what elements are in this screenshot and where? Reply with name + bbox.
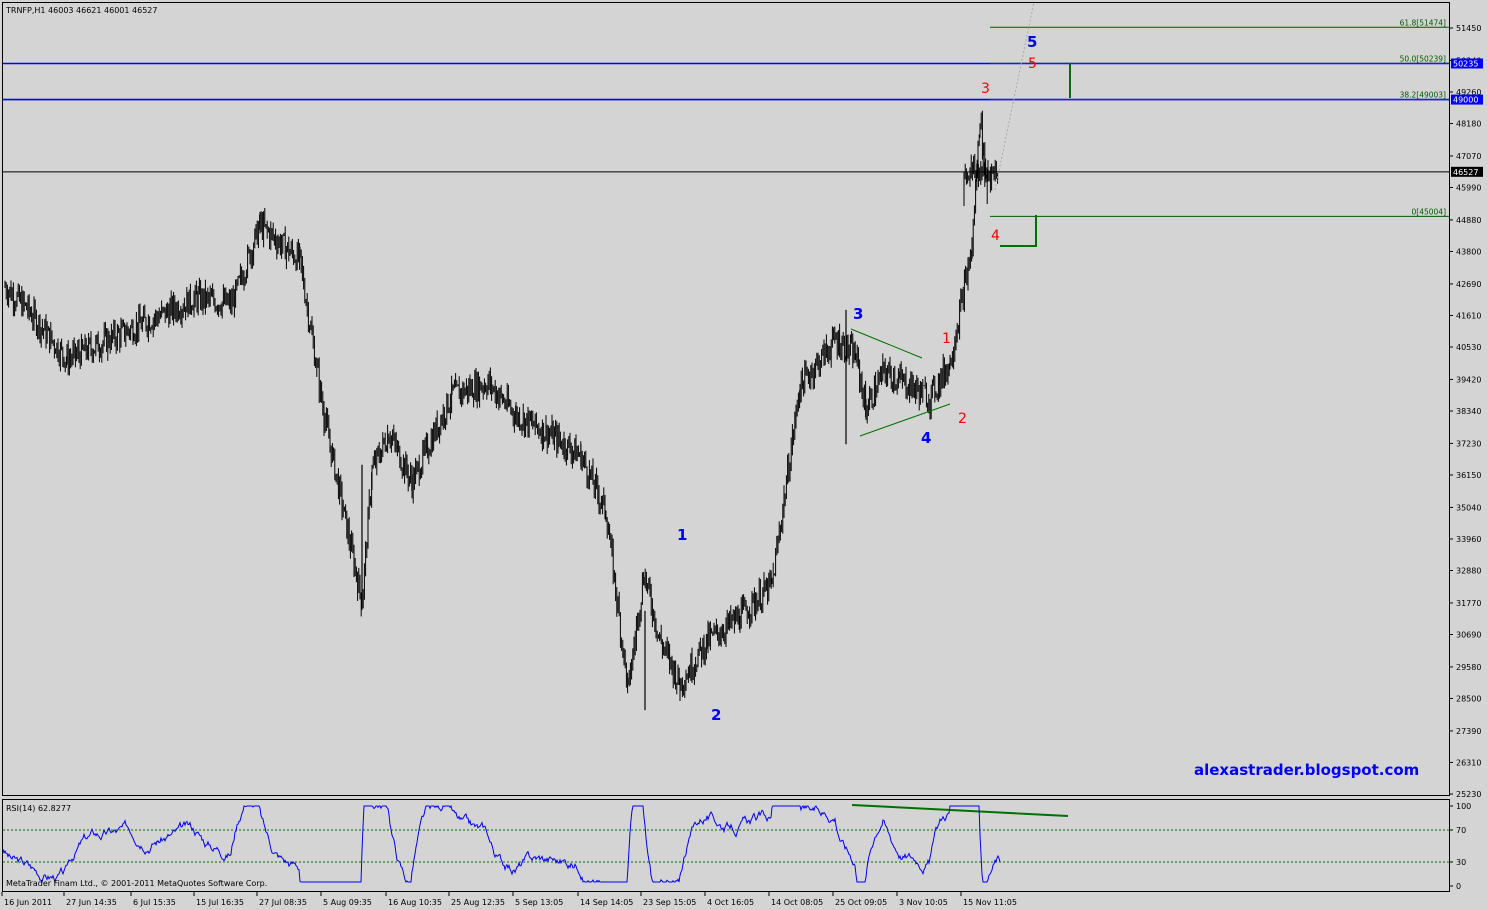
rsi-line [2,804,1001,884]
time-label-8: 5 Sep 13:05 [515,898,563,907]
time-label-14: 3 Nov 10:05 [899,898,948,907]
time-label-11: 4 Oct 16:05 [707,898,754,907]
time-label-15: 15 Nov 11:05 [963,898,1017,907]
time-label-1: 27 Jun 14:35 [66,898,117,907]
price-axis: 5145050340492604818047070459904488043800… [1449,24,1483,799]
price-tick-label-0: 51450 [1456,24,1481,33]
price-tick-label-3: 48180 [1456,120,1481,129]
price-tick-label-9: 41610 [1456,311,1481,320]
wave-red-3: 3 [981,81,990,97]
price-tick-label-14: 36150 [1456,471,1481,480]
price-tick-label-15: 35040 [1456,503,1481,512]
rsi-tick-label-2: 30 [1456,858,1466,867]
price-tick-label-12: 38340 [1456,407,1481,416]
price-tick-label-7: 43800 [1456,247,1481,256]
price-tick-label-6: 44880 [1456,216,1481,225]
fib-label-1: 50.0[50239] [1400,54,1446,63]
wave-red-2: 2 [958,411,967,427]
price-tick-label-11: 39420 [1456,375,1481,384]
wave-red-1: 1 [942,331,951,347]
watermark: alexastrader.blogspot.com [1194,761,1419,779]
wave-blue-5: 5 [1027,33,1037,51]
copyright-text: MetaTrader Finam Ltd., © 2001-2011 MetaQ… [6,879,267,888]
price-marker-label-1: 49000 [1453,96,1478,105]
price-marker-label-2: 46527 [1453,168,1478,177]
time-label-2: 6 Jul 15:35 [133,898,176,907]
wave-labels-red: 1 2 3 4 5 [942,56,1037,427]
wave-blue-3: 3 [853,305,863,323]
time-label-12: 14 Oct 08:05 [771,898,823,907]
price-tick-label-24: 25230 [1456,790,1481,799]
time-label-6: 16 Aug 10:35 [388,898,442,907]
rsi-tick-label-3: 0 [1456,882,1461,891]
fib-label-0: 61.8[51474] [1400,18,1446,27]
time-axis: 16 Jun 2011 27 Jun 14:35 6 Jul 15:35 15 Jul… [1,892,1017,907]
projection-line [994,1,1035,191]
wave-red-5: 5 [1028,56,1037,72]
rsi-tick-label-1: 70 [1456,826,1466,835]
price-tick-label-8: 42690 [1456,280,1481,289]
triangle-lower-line [859,403,951,437]
fibonacci-levels: 61.8[51474] 50.0[50239] 38.2[49003] 0[45004… [990,18,1449,217]
price-tick-label-21: 28500 [1456,694,1481,703]
rsi-label: RSI(14) 62.8277 [6,804,71,813]
price-tick-label-16: 33960 [1456,535,1481,544]
price-tick-label-18: 31770 [1456,599,1481,608]
rsi-divergence-line [851,804,1069,817]
time-label-7: 25 Aug 12:35 [451,898,505,907]
price-tick-label-13: 37230 [1456,439,1481,448]
rsi-tick-label-0: 100 [1456,802,1471,811]
time-label-10: 23 Sep 15:05 [643,898,696,907]
price-marker-bg-1 [1451,94,1483,105]
rsi-axis: 100 70 30 0 [1449,802,1471,891]
price-marker-bg-2 [1451,166,1483,177]
time-label-3: 15 Jul 16:35 [196,898,244,907]
triangle-upper-line [850,328,923,359]
time-label-13: 25 Oct 09:05 [835,898,887,907]
time-label-5: 5 Aug 09:35 [323,898,372,907]
wave-blue-4: 4 [921,429,931,447]
wave-blue-1: 1 [677,526,687,544]
price-tick-label-17: 32880 [1456,567,1481,576]
symbol-info: TRNFP,H1 46003 46621 46001 46527 [5,6,157,15]
time-label-9: 14 Sep 14:05 [580,898,633,907]
wave-red-4: 4 [991,228,1000,244]
price-tick-label-20: 29580 [1456,663,1481,672]
main-plot-frame [2,2,1450,796]
price-tick-label-19: 30690 [1456,630,1481,639]
price-tick-label-23: 26310 [1456,758,1481,767]
price-tick-label-22: 27390 [1456,727,1481,736]
price-tick-label-10: 40530 [1456,343,1481,352]
target-bracket-bottom [1000,215,1037,247]
price-tick-label-2: 49260 [1456,88,1481,97]
price-candles [4,110,999,711]
fib-label-3: 0[45004] [1412,207,1447,216]
wave-blue-2: 2 [711,706,721,724]
price-marker-label-0: 50235 [1453,59,1478,68]
price-tick-label-4: 47070 [1456,152,1481,161]
rsi-indicator [2,804,1449,884]
rsi-plot-frame [2,799,1450,892]
wave-labels-blue: 1 2 3 4 5 [677,33,1037,724]
trend-drawings [850,1,1071,817]
price-tick-label-5: 45990 [1456,184,1481,193]
fib-label-2: 38.2[49003] [1400,90,1446,99]
time-label-4: 27 Jul 08:35 [259,898,307,907]
price-marker-bg-0 [1451,58,1483,69]
time-label-0: 16 Jun 2011 [4,898,52,907]
